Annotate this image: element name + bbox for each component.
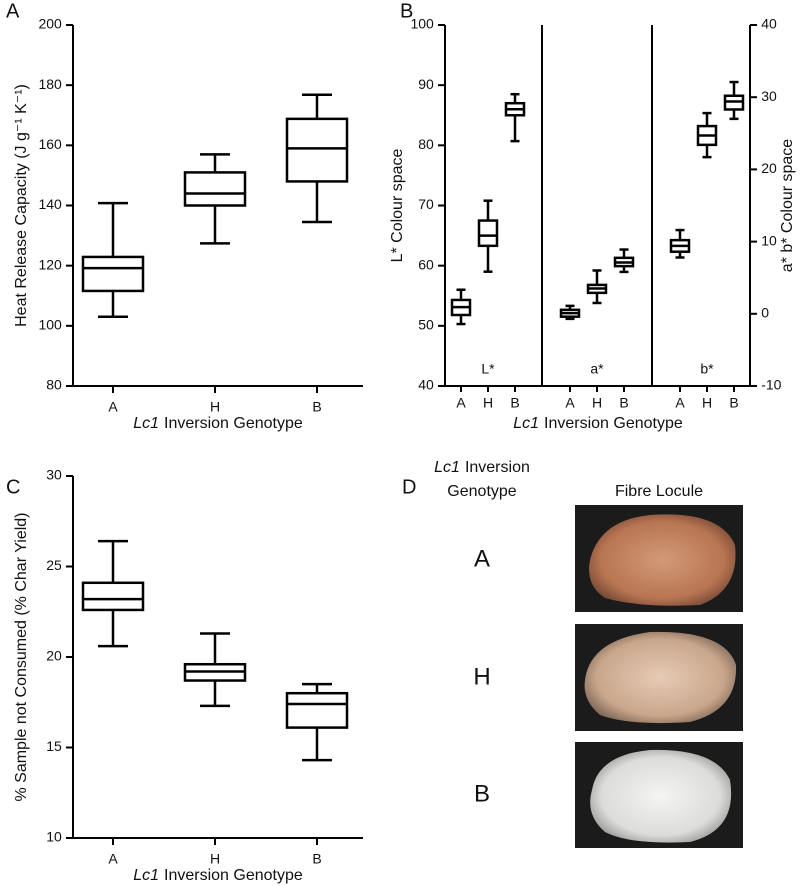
row-label: H	[473, 663, 490, 690]
axis-line	[72, 476, 363, 839]
x-axis-label-italic: Lc1	[133, 415, 159, 432]
box	[81, 255, 145, 293]
y-tick-label: 80	[418, 136, 434, 152]
box	[183, 171, 247, 207]
y-tick-label: 50	[418, 317, 434, 333]
y-tick-label: 20	[761, 160, 777, 176]
y-tick-label: 25	[46, 557, 62, 573]
box	[81, 581, 145, 612]
y-tick-label: 40	[418, 377, 434, 393]
y-tick-label: 90	[418, 76, 434, 92]
y-tick-label: 10	[761, 232, 777, 248]
header-text: Inversion	[465, 459, 530, 476]
y-tick-label: 100	[410, 16, 434, 32]
x-tick-label: H	[702, 395, 712, 411]
y-tick-label: 120	[38, 256, 62, 272]
y-tick-label: 70	[418, 196, 434, 212]
panel-label: A	[6, 0, 20, 22]
fibre	[589, 514, 736, 606]
y-axis-label: % Sample not Consumed (% Char Yield)	[13, 512, 30, 801]
y-tick-label: 0	[761, 305, 769, 321]
y-axis-label: L* Colour space	[389, 148, 406, 262]
y-tick-label: 100	[38, 317, 62, 333]
row-label: A	[474, 545, 490, 572]
x-tick-label: A	[108, 851, 118, 867]
x-axis-label-italic: Lc1	[133, 867, 159, 884]
group-label: b*	[700, 361, 714, 377]
x-tick-label: B	[312, 399, 321, 415]
x-tick-label: H	[592, 395, 602, 411]
x-tick-label: A	[565, 395, 575, 411]
y2-axis-label: a* b* Colour space	[779, 139, 796, 273]
x-axis-label-text: Inversion Genotype	[544, 415, 683, 432]
box	[285, 691, 349, 729]
group-label: L*	[481, 361, 495, 377]
y-tick-label: -10	[761, 377, 781, 393]
x-axis-label-italic: Lc1	[513, 415, 539, 432]
axis-line	[444, 25, 751, 387]
header: Lc1 Inversion	[434, 459, 530, 476]
x-tick-label: H	[210, 399, 220, 415]
x-tick-label: B	[729, 395, 738, 411]
x-tick-label: B	[510, 395, 519, 411]
x-axis-label: Lc1 Inversion Genotype	[133, 415, 303, 432]
header-italic: Lc1	[434, 459, 460, 476]
panel-d: D Lc1 Inversion Genotype Fibre Locule	[402, 459, 743, 848]
y-tick-label: 80	[46, 377, 62, 393]
x-tick-label: A	[108, 399, 118, 415]
panel-label: B	[400, 0, 413, 22]
box	[477, 219, 499, 248]
x-tick-label: B	[312, 851, 321, 867]
x-axis-label: Lc1 Inversion Genotype	[133, 867, 303, 884]
x-tick-label: B	[619, 395, 628, 411]
x-axis-label-text: Inversion Genotype	[164, 415, 303, 432]
fibre	[590, 749, 732, 843]
column-title: Fibre Locule	[615, 483, 703, 500]
y-tick-label: 160	[38, 136, 62, 152]
y-tick-label: 15	[46, 738, 62, 754]
row-label: B	[474, 780, 490, 807]
y-tick-label: 40	[761, 16, 777, 32]
fibre	[584, 631, 737, 724]
y-tick-label: 60	[418, 256, 434, 272]
panel-label: C	[6, 476, 20, 498]
y-tick-label: 180	[38, 76, 62, 92]
header-line2: Genotype	[447, 483, 516, 500]
y-tick-label: 10	[46, 829, 62, 845]
x-axis-label-text: Inversion Genotype	[164, 867, 303, 884]
x-tick-label: A	[456, 395, 466, 411]
x-axis-label: Lc1 Inversion Genotype	[513, 415, 683, 432]
x-tick-label: H	[210, 851, 220, 867]
box	[285, 117, 349, 183]
group-label: a*	[590, 361, 604, 377]
x-tick-label: A	[675, 395, 685, 411]
y-tick-label: 200	[38, 16, 62, 32]
y-tick-label: 140	[38, 196, 62, 212]
y-tick-label: 30	[761, 88, 777, 104]
panel-label: D	[402, 476, 416, 498]
y-tick-label: 20	[46, 648, 62, 664]
y-axis-label: Heat Release Capacity (J g⁻¹ K⁻¹)	[13, 84, 30, 327]
y-tick-label: 30	[46, 467, 62, 483]
x-tick-label: H	[483, 395, 493, 411]
